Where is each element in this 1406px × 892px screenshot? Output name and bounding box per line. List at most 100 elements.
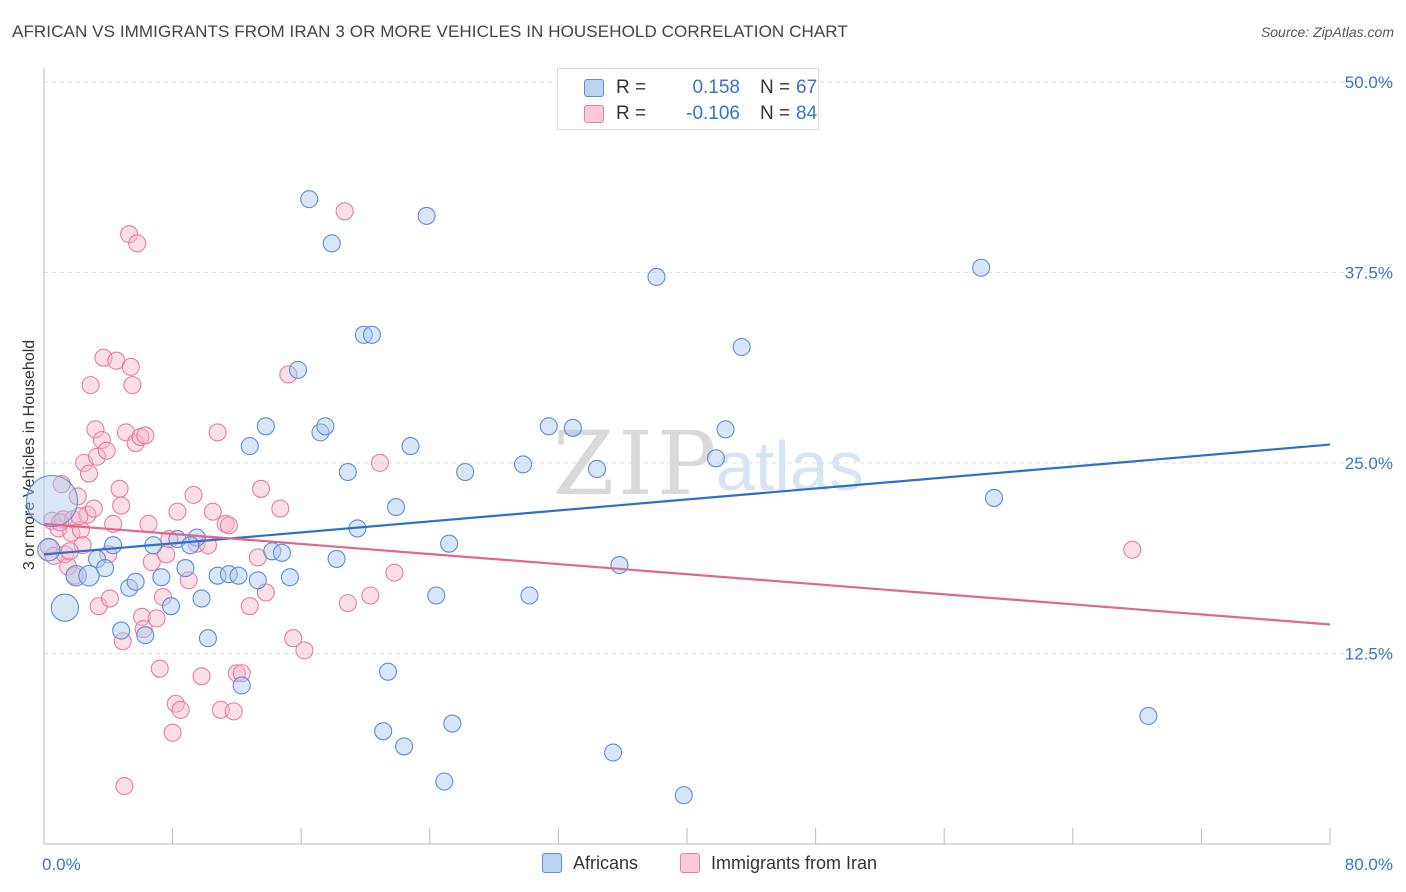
scatter-point bbox=[176, 559, 195, 578]
scatter-point bbox=[62, 523, 81, 543]
scatter-point bbox=[78, 564, 100, 587]
scatter-point bbox=[251, 479, 271, 498]
scatter-point bbox=[271, 499, 290, 518]
scatter-point bbox=[126, 434, 145, 453]
scatter-point bbox=[984, 488, 1004, 507]
scatter-point bbox=[256, 417, 275, 436]
scatter-point bbox=[192, 667, 211, 686]
scatter-point bbox=[427, 586, 446, 605]
scatter-point bbox=[181, 536, 200, 555]
scatter-point bbox=[37, 538, 61, 562]
scatter-point bbox=[378, 662, 398, 681]
scatter-point bbox=[97, 441, 116, 460]
scatter-point bbox=[386, 498, 406, 517]
scatter-point bbox=[300, 190, 319, 209]
legend-n-value: 67 bbox=[796, 77, 818, 98]
scatter-point bbox=[322, 234, 341, 253]
scatter-point bbox=[295, 641, 314, 660]
legend-r-value: -0.106 bbox=[686, 103, 740, 124]
scatter-point bbox=[279, 365, 298, 384]
scatter-point bbox=[435, 772, 454, 791]
scatter-point bbox=[184, 485, 203, 504]
scatter-point bbox=[128, 234, 147, 253]
scatter-point bbox=[168, 502, 187, 521]
y-tick-label: 12.5% bbox=[1345, 644, 1393, 663]
scatter-point bbox=[229, 566, 248, 585]
scatter-point bbox=[440, 534, 459, 553]
scatter-point bbox=[587, 459, 607, 479]
scatter-point bbox=[161, 597, 181, 616]
legend-n-label: N = bbox=[760, 103, 791, 124]
x-tick-label: 0.0% bbox=[42, 855, 81, 874]
scatter-point bbox=[395, 737, 414, 756]
scatter-point bbox=[192, 589, 211, 608]
watermark-zip: ZIP bbox=[553, 412, 720, 515]
legend-swatch-blue bbox=[542, 853, 562, 873]
scatter-point bbox=[81, 376, 100, 395]
scatter-point bbox=[216, 514, 235, 533]
gridlines bbox=[44, 81, 1394, 654]
scatter-point bbox=[86, 420, 105, 439]
legend-r-value: 0.158 bbox=[692, 77, 740, 98]
trend-line-iran bbox=[43, 522, 1331, 626]
scatter-point bbox=[417, 206, 436, 225]
scatter-point bbox=[563, 418, 582, 437]
scatter-point bbox=[311, 423, 330, 442]
scatter-point bbox=[443, 714, 462, 733]
legend-swatch-pink bbox=[584, 105, 604, 123]
series-africans-points bbox=[25, 190, 1158, 805]
scatter-point bbox=[401, 437, 420, 456]
y-tick-label: 25.0% bbox=[1345, 454, 1393, 473]
scatter-point bbox=[110, 479, 129, 498]
scatter-point bbox=[240, 437, 259, 456]
scatter-point bbox=[115, 777, 134, 796]
scatter-point bbox=[121, 357, 140, 376]
scatter-point bbox=[87, 447, 107, 466]
legend-n-label: N = bbox=[760, 77, 791, 98]
scatter-point bbox=[136, 426, 155, 445]
watermark: ZIP atlas bbox=[553, 412, 864, 515]
trend-line-africans bbox=[43, 443, 1331, 556]
scatter-point bbox=[1123, 540, 1142, 559]
scatter-point bbox=[147, 609, 166, 628]
scatter-point bbox=[157, 545, 176, 564]
source-label: Source: ZipAtlas.com bbox=[1260, 24, 1394, 40]
scatter-point bbox=[232, 676, 251, 695]
tick-labels: 12.5% 25.0% 37.5% 50.0% 0.0% 80.0% bbox=[42, 73, 1393, 874]
scatter-point bbox=[50, 593, 80, 622]
scatter-point bbox=[112, 621, 131, 640]
scatter-point bbox=[647, 267, 666, 286]
scatter-point bbox=[732, 337, 751, 357]
scatter-point bbox=[96, 559, 115, 578]
scatter-point bbox=[123, 376, 142, 395]
series-iran-points bbox=[39, 202, 1142, 796]
scatter-point bbox=[385, 563, 404, 582]
scatter-point bbox=[166, 694, 185, 713]
scatter-point bbox=[456, 462, 475, 482]
scatter-point bbox=[203, 502, 222, 521]
scatter-point bbox=[219, 516, 238, 535]
scatter-point bbox=[338, 594, 357, 613]
scatter-point bbox=[362, 325, 381, 344]
scatter-point bbox=[716, 420, 735, 439]
legend-label-africans: Africans bbox=[573, 853, 639, 873]
scatter-point bbox=[219, 565, 238, 584]
scatter-point bbox=[100, 589, 119, 608]
scatter-point bbox=[335, 202, 354, 221]
watermark-atlas: atlas bbox=[716, 427, 864, 505]
scatter-point bbox=[361, 586, 380, 605]
scatter-point bbox=[84, 499, 103, 518]
scatter-point bbox=[79, 464, 99, 483]
scatter-point bbox=[316, 417, 335, 436]
scatter-point bbox=[338, 462, 357, 482]
scatter-point bbox=[104, 536, 123, 555]
scatter-point bbox=[198, 629, 218, 648]
scatter-point bbox=[284, 629, 303, 648]
scatter-point bbox=[224, 702, 243, 721]
scatter-point bbox=[539, 417, 558, 436]
correlation-legend: R = 0.158 N = 67 R = -0.106 N = 84 bbox=[557, 68, 819, 130]
legend-swatch-pink bbox=[680, 853, 700, 873]
scatter-point bbox=[65, 564, 87, 587]
scatter-point bbox=[240, 597, 259, 616]
scatter-point bbox=[139, 514, 158, 533]
